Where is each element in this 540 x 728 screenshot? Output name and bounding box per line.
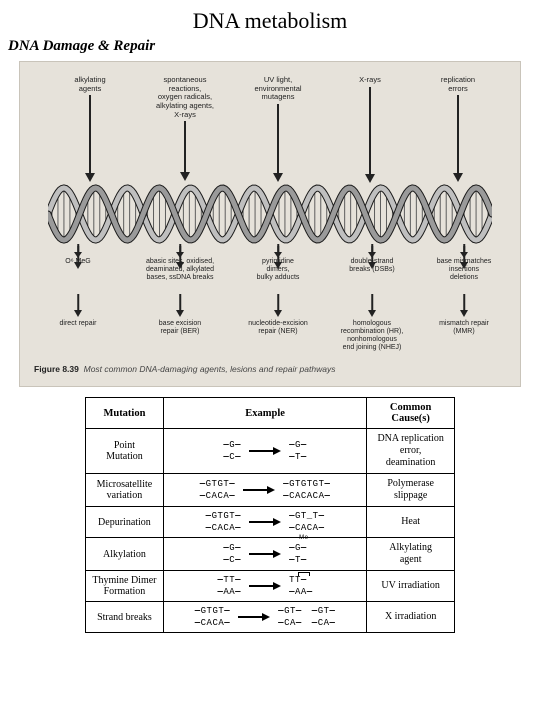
arrow-down-icon [367, 246, 377, 258]
col-mutation: Mutation [86, 398, 164, 429]
mutation-cause: Heat [367, 507, 455, 538]
mutation-cause: UV irradiation [367, 571, 455, 602]
dna-helix [48, 182, 492, 246]
mutation-example: TTAATTAA [163, 571, 366, 602]
repair-pathway-label: mismatch repair (MMR) [419, 320, 509, 336]
damage-agent: spontaneous reactions, oxygen radicals, … [150, 76, 220, 181]
damage-agent: alkylating agents [55, 76, 125, 182]
table-row: Point MutationGCGTDNA replication error,… [86, 429, 455, 474]
mutation-name: Depurination [86, 507, 164, 538]
arrow-right-icon [249, 550, 281, 558]
table-row: Thymine Dimer FormationTTAATTAAUV irradi… [86, 571, 455, 602]
mutation-cause: Polymerase slippage [367, 474, 455, 507]
mutation-example: GCGT [163, 429, 366, 474]
mutation-name: Thymine Dimer Formation [86, 571, 164, 602]
mutation-name: Microsatellite variation [86, 474, 164, 507]
arrow-down-icon [459, 246, 469, 258]
dna-damage-figure: alkylating agents spontaneous reactions, … [19, 61, 521, 387]
col-cause: Common Cause(s) [367, 398, 455, 429]
mutation-name: Point Mutation [86, 429, 164, 474]
mutation-example: GTGTCACAGTCAGTCA [163, 602, 366, 633]
table-row: AlkylationGCGMeTAlkylating agent [86, 538, 455, 571]
damage-agent: X-rays [335, 76, 405, 183]
table-row: Strand breaksGTGTCACAGTCAGTCAX irradiati… [86, 602, 455, 633]
figure-caption-text: Most common DNA-damaging agents, lesions… [84, 364, 336, 374]
repair-pathway-label: nucleotide-excision repair (NER) [233, 320, 323, 336]
mutation-example: GTGTCACAGT_TCACA [163, 507, 366, 538]
arrow-right-icon [249, 518, 281, 526]
page-subtitle: DNA Damage & Repair [8, 38, 540, 55]
arrow-right-icon [249, 447, 281, 455]
mutation-cause: X irradiation [367, 602, 455, 633]
mutation-name: Strand breaks [86, 602, 164, 633]
mutation-example: GCGMeT [163, 538, 366, 571]
figure-number: Figure 8.39 [34, 364, 79, 374]
damage-agent: UV light, environmental mutagens [243, 76, 313, 182]
page-title: DNA metabolism [0, 8, 540, 34]
table-row: DepurinationGTGTCACAGT_TCACAHeat [86, 507, 455, 538]
mutation-name: Alkylation [86, 538, 164, 571]
mutation-cause: Alkylating agent [367, 538, 455, 571]
repair-pathway-label: homologous recombination (HR), nonhomolo… [327, 320, 417, 352]
col-example: Example [163, 398, 366, 429]
arrow-down-icon [273, 246, 283, 258]
mutation-cause: DNA replication error, deamination [367, 429, 455, 474]
mutation-example: GTGTCACAGTGTGTCACACA [163, 474, 366, 507]
arrow-right-icon [238, 613, 270, 621]
figure-caption: Figure 8.39 Most common DNA-damaging age… [34, 364, 335, 374]
table-row: Microsatellite variationGTGTCACAGTGTGTCA… [86, 474, 455, 507]
arrow-right-icon [249, 582, 281, 590]
mutation-table: Mutation Example Common Cause(s) Point M… [85, 397, 455, 633]
arrow-right-icon [243, 486, 275, 494]
repair-pathway-label: base excision repair (BER) [135, 320, 225, 336]
damage-agent: replication errors [423, 76, 493, 182]
arrow-down-icon [73, 246, 83, 258]
arrow-down-icon [175, 246, 185, 258]
repair-pathway-label: direct repair [33, 320, 123, 328]
